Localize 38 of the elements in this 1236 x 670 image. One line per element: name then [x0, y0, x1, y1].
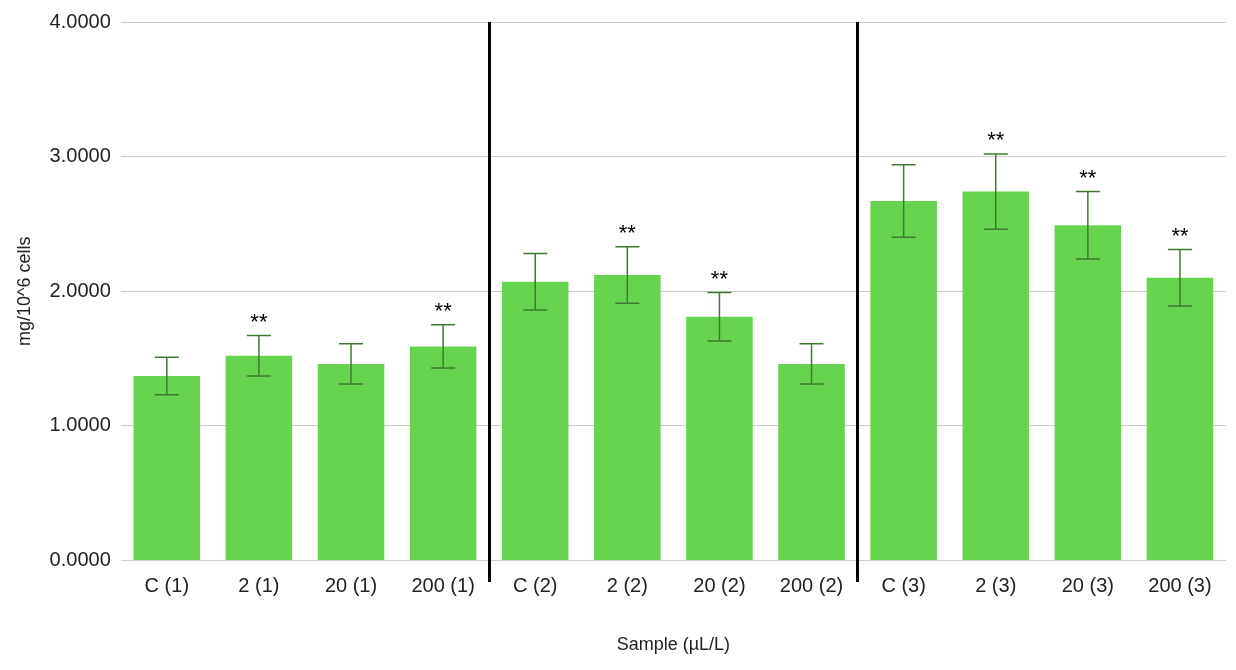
- bar: [778, 363, 845, 560]
- x-tick-label: C (1): [144, 573, 190, 596]
- y-tick-label: 1.0000: [49, 413, 111, 436]
- bar: [1146, 277, 1214, 560]
- annotation: **: [434, 297, 453, 323]
- y-tick-label: 2.0000: [49, 278, 111, 301]
- annotation: **: [250, 308, 268, 334]
- bar: [686, 316, 753, 560]
- x-tick-label: C (2): [513, 573, 558, 596]
- y-tick-label: 4.0000: [49, 9, 111, 32]
- bar: [133, 376, 201, 560]
- x-tick-label: 2 (3): [975, 573, 1017, 596]
- x-tick-label: 2 (1): [238, 573, 280, 596]
- annotation: **: [618, 219, 637, 245]
- bar: [870, 201, 937, 560]
- x-tick-label: 20 (2): [693, 573, 746, 596]
- x-tick-label: 2 (2): [606, 573, 648, 596]
- annotation: **: [710, 265, 729, 291]
- annotation: **: [1079, 164, 1097, 190]
- x-tick-label: C (3): [881, 573, 926, 596]
- bar: [501, 281, 569, 560]
- x-tick-label: 20 (3): [1061, 573, 1114, 596]
- y-tick-label: 3.0000: [49, 144, 111, 167]
- bar: [225, 355, 293, 560]
- y-tick-label: 0.0000: [49, 547, 111, 570]
- x-tick-label: 200 (2): [779, 573, 844, 596]
- y-axis-title: mg/10^6 cells: [13, 236, 34, 346]
- bar: [409, 346, 477, 560]
- bar: [594, 275, 661, 560]
- bar: [317, 363, 385, 560]
- x-tick-label: 20 (1): [324, 573, 378, 596]
- bar: [962, 191, 1030, 560]
- x-tick-label: 200 (1): [411, 573, 475, 596]
- x-tick-label: 200 (3): [1148, 573, 1212, 596]
- x-axis-title: Sample (µL/L): [616, 634, 731, 655]
- annotation: **: [987, 126, 1005, 152]
- annotation: **: [1171, 222, 1189, 248]
- bar: [1054, 225, 1122, 560]
